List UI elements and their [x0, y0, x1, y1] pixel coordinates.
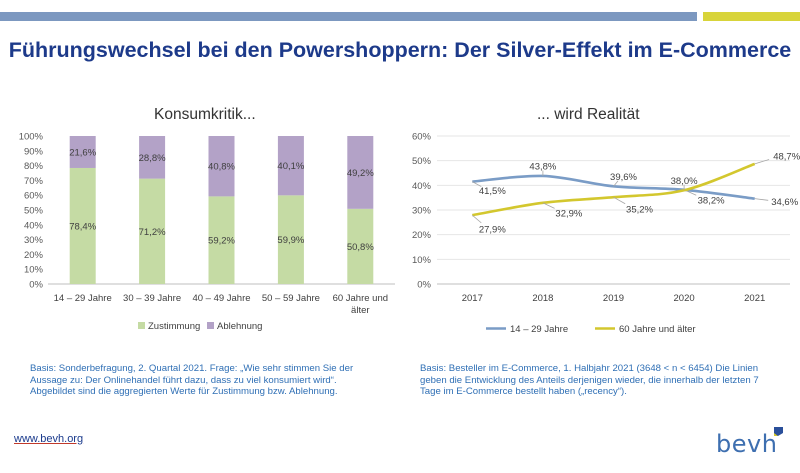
x-tick-label: 2021 [744, 293, 765, 304]
data-label-leader [613, 196, 626, 205]
bar-zustimmung [69, 167, 96, 284]
x-tick-label: älter [351, 305, 369, 316]
x-tick-label: 40 – 49 Jahre [192, 293, 250, 304]
y-tick-label: 50% [412, 156, 432, 167]
left-basis-note: Basis: Sonderbefragung, 2. Quartal 2021.… [30, 363, 354, 398]
data-label: 41,5% [479, 186, 506, 197]
data-label: 39,6% [610, 172, 637, 183]
data-label: 50,8% [347, 242, 374, 253]
y-tick-label: 80% [24, 161, 44, 172]
legend-label: Zustimmung [148, 321, 200, 332]
data-label: 59,2% [208, 236, 235, 247]
y-tick-label: 10% [24, 265, 44, 276]
data-label: 40,8% [208, 162, 235, 173]
flag-icon [774, 427, 783, 436]
data-label: 34,6% [771, 197, 798, 208]
legend-swatch [138, 322, 145, 329]
x-tick-label: 2018 [532, 293, 553, 304]
top-accent-bar-yellow [703, 12, 800, 21]
data-label-leader [754, 159, 770, 165]
y-tick-label: 30% [412, 206, 432, 217]
data-label: 71,2% [139, 227, 166, 238]
data-label: 48,7% [773, 151, 800, 162]
data-label: 38,2% [698, 195, 725, 206]
line-chart: 0% 10% 20% 30% 40% 50% 60% 2017 2018 2019 2020 2021… [412, 132, 800, 336]
data-label: 27,9% [479, 225, 506, 236]
y-tick-label: 40% [412, 181, 432, 192]
footer-website-link[interactable]: www.bevh.org [14, 433, 84, 445]
bar-ablehnung [208, 136, 235, 197]
right-chart-title: ... wird Realität [537, 106, 640, 123]
top-accent-bar-blue [0, 12, 697, 21]
bar-zustimmung [347, 208, 374, 284]
series-line-0 [472, 174, 755, 200]
data-label: 38,0% [671, 176, 698, 187]
y-tick-label: 90% [24, 146, 44, 157]
data-label: 43,8% [529, 161, 556, 172]
data-label: 32,9% [555, 208, 582, 219]
y-tick-label: 60% [412, 132, 432, 143]
y-tick-label: 10% [412, 255, 432, 266]
x-tick-label: 14 – 29 Jahre [54, 293, 112, 304]
bar-ablehnung [347, 136, 374, 209]
legend-label: 60 Jahre und älter [619, 324, 696, 335]
legend-label: 14 – 29 Jahre [510, 324, 568, 335]
legend-label: Ablehnung [217, 321, 262, 332]
y-tick-label: 20% [24, 250, 44, 261]
data-label: 59,9% [277, 235, 304, 246]
y-tick-label: 20% [412, 230, 432, 241]
data-label: 78,4% [69, 221, 96, 232]
y-tick-label: 60% [24, 191, 44, 202]
page-title: Führungswechsel bei den Powershoppern: D… [8, 38, 792, 62]
data-label: 49,2% [347, 168, 374, 179]
left-chart-title: Konsumkritik... [154, 106, 256, 123]
data-label-leader [542, 202, 555, 209]
x-tick-label: 60 Jahre und [333, 293, 388, 304]
data-label-leader [472, 214, 482, 224]
x-tick-label: 50 – 59 Jahre [262, 293, 320, 304]
data-label-leader [472, 181, 482, 187]
legend-swatch [207, 322, 214, 329]
data-label: 40,1% [277, 161, 304, 172]
bar-ablehnung [69, 136, 96, 168]
y-tick-label: 40% [24, 220, 44, 231]
bar-zustimmung [208, 196, 235, 284]
y-tick-label: 30% [24, 235, 44, 246]
y-tick-label: 100% [19, 132, 44, 143]
y-tick-label: 70% [24, 176, 44, 187]
x-tick-label: 2019 [603, 293, 624, 304]
data-label-leader [613, 180, 619, 187]
bar-ablehnung [277, 136, 304, 196]
stacked-bar-chart: 0% 10% 20% 30% 40% 50% 60% 70% 80% 90% 100% 78,4% 21… [19, 132, 395, 332]
bar-zustimmung [277, 195, 304, 284]
bevh-logo: bevh [716, 430, 778, 458]
data-label: 21,6% [69, 147, 96, 158]
x-tick-label: 2017 [462, 293, 483, 304]
y-tick-label: 50% [24, 206, 44, 217]
data-label: 28,8% [139, 153, 166, 164]
right-basis-note: Basis: Besteller im E-Commerce, 1. Halbj… [420, 363, 759, 398]
y-tick-label: 0% [417, 280, 431, 291]
bar-ablehnung [139, 136, 166, 179]
data-label-leader [754, 198, 769, 201]
data-label: 35,2% [626, 205, 653, 216]
x-tick-label: 30 – 39 Jahre [123, 293, 181, 304]
x-tick-label: 2020 [674, 293, 695, 304]
y-tick-label: 0% [29, 280, 43, 291]
series-line-1 [472, 162, 756, 217]
bar-zustimmung [139, 178, 166, 284]
